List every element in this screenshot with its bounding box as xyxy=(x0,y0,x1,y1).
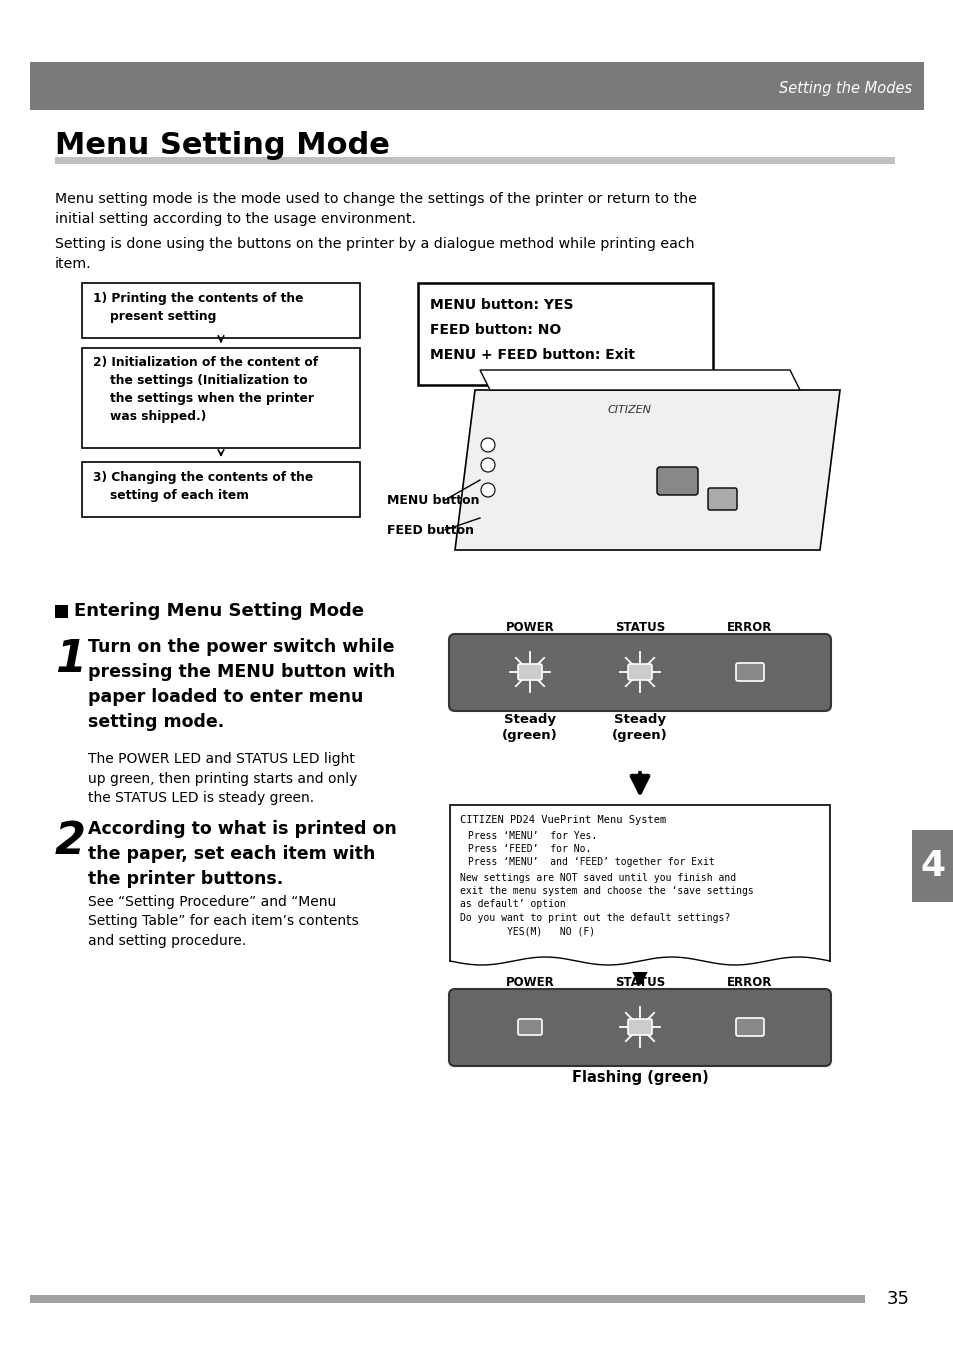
Text: 2: 2 xyxy=(55,821,86,863)
Circle shape xyxy=(480,483,495,498)
Text: Turn on the power switch while
pressing the MENU button with
paper loaded to ent: Turn on the power switch while pressing … xyxy=(88,638,395,731)
FancyBboxPatch shape xyxy=(657,466,698,495)
FancyBboxPatch shape xyxy=(735,662,763,681)
FancyBboxPatch shape xyxy=(55,157,894,164)
FancyBboxPatch shape xyxy=(449,990,830,1065)
Text: Steady
(green): Steady (green) xyxy=(501,713,558,742)
Text: The POWER LED and STATUS LED light
up green, then printing starts and only
the S: The POWER LED and STATUS LED light up gr… xyxy=(88,752,357,804)
Text: Setting the Modes: Setting the Modes xyxy=(778,81,911,96)
Text: Menu Setting Mode: Menu Setting Mode xyxy=(55,131,390,160)
FancyBboxPatch shape xyxy=(30,62,923,110)
Text: 1: 1 xyxy=(55,638,86,681)
Text: Entering Menu Setting Mode: Entering Menu Setting Mode xyxy=(74,602,364,621)
FancyBboxPatch shape xyxy=(627,664,651,680)
Text: MENU + FEED button: Exit: MENU + FEED button: Exit xyxy=(430,347,635,362)
Text: According to what is printed on
the paper, set each item with
the printer button: According to what is printed on the pape… xyxy=(88,821,396,888)
Polygon shape xyxy=(455,389,840,550)
Text: 4: 4 xyxy=(920,849,944,883)
FancyBboxPatch shape xyxy=(707,488,737,510)
FancyBboxPatch shape xyxy=(30,1295,864,1303)
FancyBboxPatch shape xyxy=(735,1018,763,1036)
FancyBboxPatch shape xyxy=(82,462,359,516)
Text: MENU button: YES: MENU button: YES xyxy=(430,297,573,312)
Text: CITIZEN PD24 VuePrint Menu System: CITIZEN PD24 VuePrint Menu System xyxy=(459,815,665,825)
FancyBboxPatch shape xyxy=(627,1019,651,1036)
FancyBboxPatch shape xyxy=(517,1019,541,1036)
FancyBboxPatch shape xyxy=(911,830,953,902)
Text: Setting is done using the buttons on the printer by a dialogue method while prin: Setting is done using the buttons on the… xyxy=(55,237,694,270)
FancyBboxPatch shape xyxy=(55,604,68,618)
Text: STATUS: STATUS xyxy=(615,621,664,634)
FancyBboxPatch shape xyxy=(417,283,712,385)
Text: POWER: POWER xyxy=(505,976,554,990)
Text: Steady
(green): Steady (green) xyxy=(612,713,667,742)
Text: Flashing (green): Flashing (green) xyxy=(571,1069,708,1086)
FancyBboxPatch shape xyxy=(449,634,830,711)
Text: 35: 35 xyxy=(886,1290,909,1307)
Text: CITIZEN: CITIZEN xyxy=(607,406,651,415)
FancyBboxPatch shape xyxy=(449,963,830,972)
Text: MENU button: MENU button xyxy=(387,493,479,507)
Text: ERROR: ERROR xyxy=(726,621,772,634)
Text: POWER: POWER xyxy=(505,621,554,634)
Text: FEED button: NO: FEED button: NO xyxy=(430,323,560,337)
Text: 1) Printing the contents of the
    present setting: 1) Printing the contents of the present … xyxy=(92,292,303,323)
Text: New settings are NOT saved until you finish and
exit the menu system and choose : New settings are NOT saved until you fin… xyxy=(459,873,753,910)
FancyBboxPatch shape xyxy=(517,664,541,680)
Text: FEED button: FEED button xyxy=(387,523,474,537)
FancyBboxPatch shape xyxy=(82,347,359,448)
Text: 2) Initialization of the content of
    the settings (Initialization to
    the : 2) Initialization of the content of the … xyxy=(92,356,317,423)
Circle shape xyxy=(480,438,495,452)
Text: STATUS: STATUS xyxy=(615,976,664,990)
Text: ERROR: ERROR xyxy=(726,976,772,990)
FancyBboxPatch shape xyxy=(82,283,359,338)
Circle shape xyxy=(480,458,495,472)
Text: Press ‘MENU’  for Yes.
Press ‘FEED’  for No.
Press ‘MENU’  and ‘FEED’ together f: Press ‘MENU’ for Yes. Press ‘FEED’ for N… xyxy=(468,831,714,868)
Text: Menu setting mode is the mode used to change the settings of the printer or retu: Menu setting mode is the mode used to ch… xyxy=(55,192,697,226)
Text: Do you want to print out the default settings?
        YES(M)   NO (F): Do you want to print out the default set… xyxy=(459,913,729,936)
FancyBboxPatch shape xyxy=(450,804,829,965)
Text: See “Setting Procedure” and “Menu
Setting Table” for each item’s contents
and se: See “Setting Procedure” and “Menu Settin… xyxy=(88,895,358,948)
Polygon shape xyxy=(479,370,800,389)
Text: 3) Changing the contents of the
    setting of each item: 3) Changing the contents of the setting … xyxy=(92,470,313,502)
